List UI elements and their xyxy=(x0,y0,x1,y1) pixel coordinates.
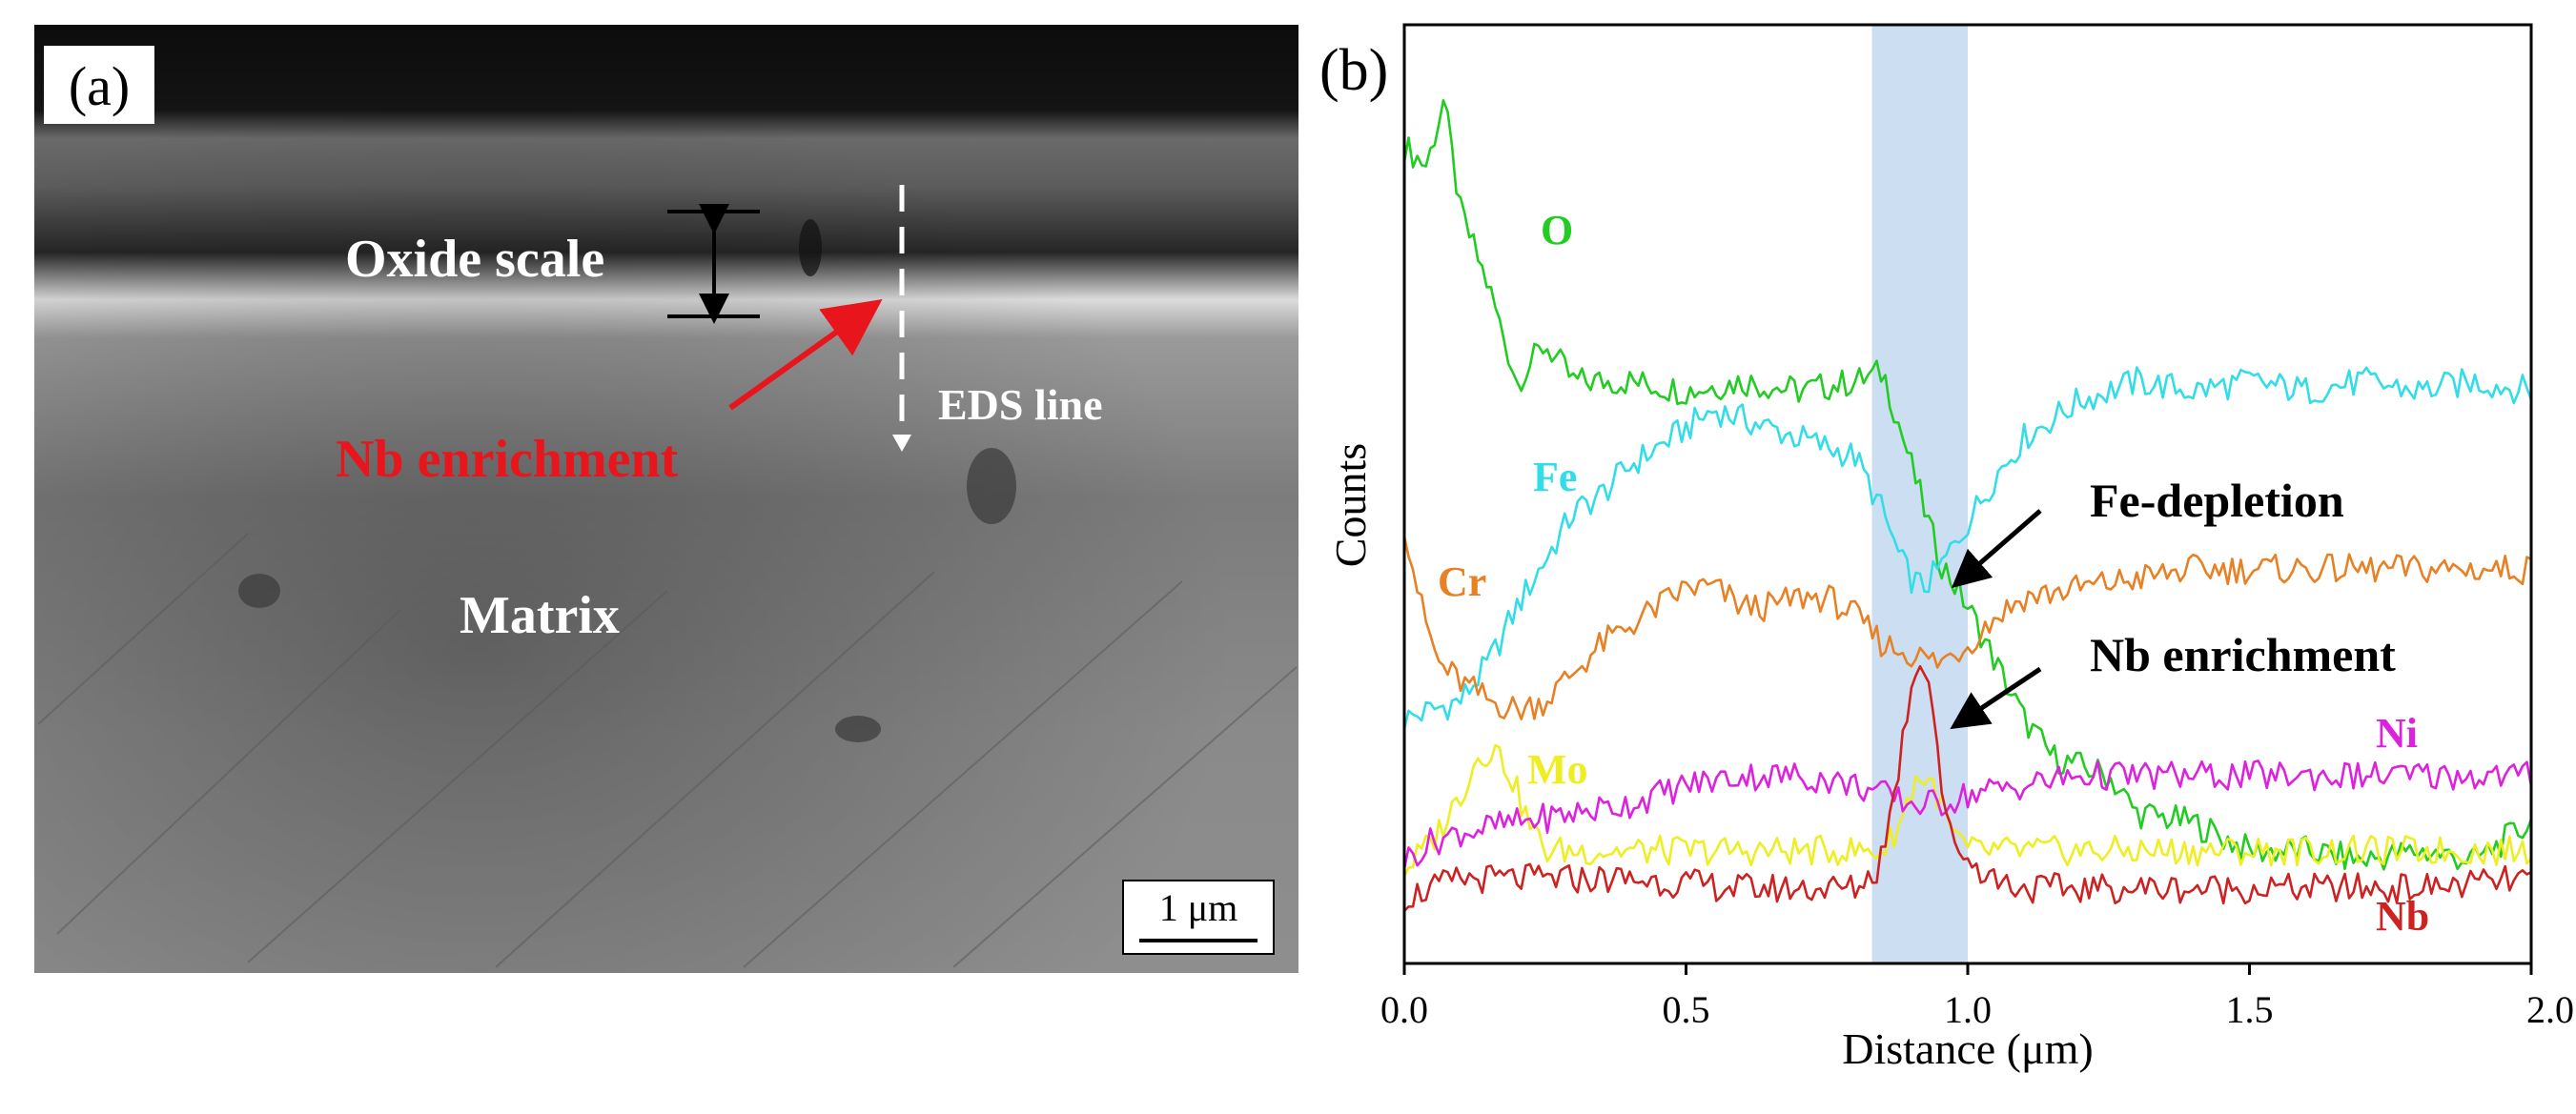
oxide-scale-label: Oxide scale xyxy=(345,230,604,289)
series-line-cr xyxy=(1402,536,2532,720)
series-label-ni: Ni xyxy=(2376,710,2418,757)
matrix-label: Matrix xyxy=(460,586,620,645)
series-line-ni xyxy=(1402,760,2533,869)
series-label-mo: Mo xyxy=(1527,746,1588,793)
series-line-nb xyxy=(1403,664,2532,912)
x-tick-label: 1.5 xyxy=(2226,988,2274,1031)
eds-line-arrowhead xyxy=(892,435,911,452)
panel-a-label: (a) xyxy=(69,55,130,117)
panel-a-label-box xyxy=(44,46,154,124)
nb-enrichment-label: Nb enrichment xyxy=(336,430,679,489)
sem-shading xyxy=(34,25,1298,973)
fe-depletion-label: Fe-depletion xyxy=(2090,474,2344,527)
series-line-fe xyxy=(1402,366,2533,730)
nb-enrichment-arrow xyxy=(728,299,883,411)
fe-depletion-arrow xyxy=(1951,509,2042,589)
series-layer xyxy=(1402,99,2533,912)
x-axis: 0.0 0.5 1.0 1.5 2.0 xyxy=(1380,963,2574,1031)
y-axis-label: Counts xyxy=(1326,443,1375,567)
sem-texture-lines xyxy=(37,533,1298,968)
oxide-thickness-marker xyxy=(667,204,760,324)
series-line-mo xyxy=(1402,743,2532,878)
series-label-o: O xyxy=(1541,207,1573,253)
x-tick-label: 0.0 xyxy=(1380,988,1428,1031)
series-label-nb: Nb xyxy=(2376,893,2429,940)
x-tick-label: 0.5 xyxy=(1663,988,1710,1031)
series-label-fe: Fe xyxy=(1533,454,1577,500)
x-axis-label: Distance (μm) xyxy=(1842,1024,2094,1073)
highlight-band xyxy=(1871,25,1968,963)
panel-b-label: (b) xyxy=(1319,38,1388,103)
nb-enrichment-b-arrow xyxy=(1950,666,2042,730)
nb-enrichment-b-label: Nb enrichment xyxy=(2090,628,2396,681)
series-label-cr: Cr xyxy=(1438,558,1486,605)
eds-line-label: EDS line xyxy=(938,380,1103,429)
sem-dark-features xyxy=(238,219,1016,742)
panel-b: 0.0 0.5 1.0 1.5 2.0 (b) Counts Distance (μm)… xyxy=(1319,23,2574,1073)
x-tick-label: 2.0 xyxy=(2526,988,2574,1031)
x-tick-label: 1.0 xyxy=(1944,988,1992,1031)
panel-a: (a) Oxide scale EDS line Nb enrichment M… xyxy=(34,25,1298,973)
scale-bar-label: 1 μm xyxy=(1159,886,1238,929)
